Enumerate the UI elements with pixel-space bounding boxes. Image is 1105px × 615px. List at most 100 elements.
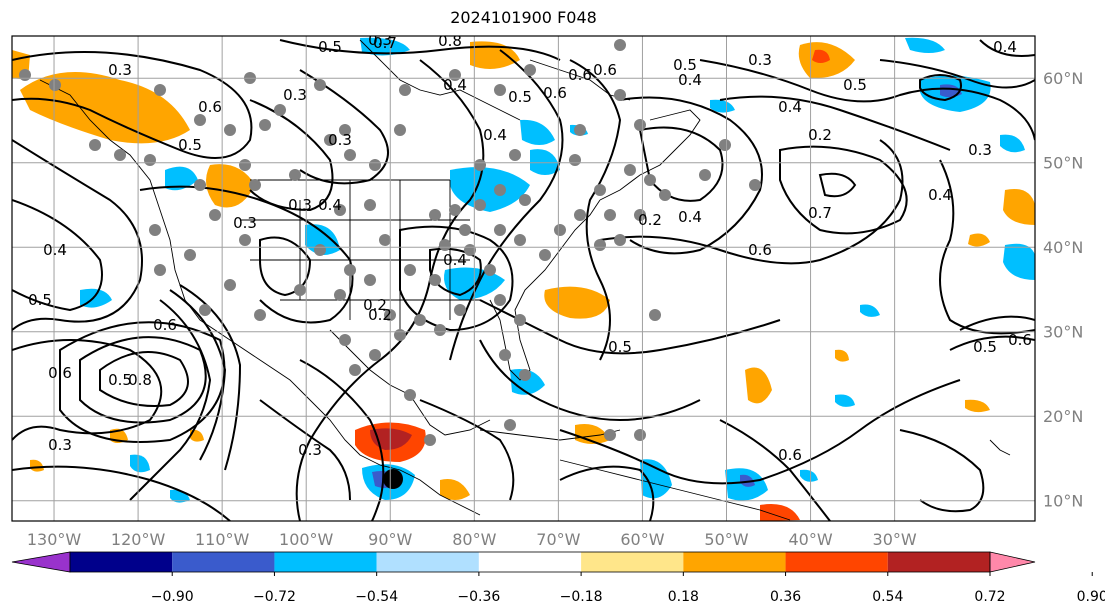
station-dot (224, 279, 236, 291)
station-dot (154, 264, 166, 276)
station-dot (394, 124, 406, 136)
station-dot (504, 419, 516, 431)
station-markers (19, 39, 761, 446)
shade-patch (190, 429, 204, 442)
station-dot (294, 284, 306, 296)
colorbar-segment (581, 552, 684, 572)
colorbar-segment (683, 552, 786, 572)
map-frame (11, 35, 1036, 522)
station-dot (614, 39, 626, 51)
station-dot (334, 289, 346, 301)
contour-line (619, 96, 763, 255)
colorbar (11, 551, 1036, 573)
longitude-tick-label: 60°W (620, 530, 664, 549)
station-dot (364, 274, 376, 286)
latitude-tick-label: 50°N (1043, 154, 1083, 173)
coastline (559, 459, 791, 521)
shade-patch (360, 37, 410, 56)
contour-value-label: 0.6 (568, 66, 592, 84)
longitude-tick-label: 70°W (536, 530, 580, 549)
station-dot (429, 209, 441, 221)
station-dot (149, 224, 161, 236)
contour-line (169, 289, 227, 461)
station-dot (594, 184, 606, 196)
contour-line (12, 339, 163, 441)
contour-line (818, 172, 857, 198)
shade-patch (440, 479, 470, 500)
contour-value-label: 0.5 (178, 136, 202, 154)
station-dot (574, 124, 586, 136)
station-dot (634, 209, 646, 221)
contour-line (559, 465, 655, 521)
coastline (329, 329, 491, 436)
contour-value-label: 0.6 (748, 241, 772, 259)
station-dot (379, 234, 391, 246)
station-dot (239, 234, 251, 246)
station-dot (344, 264, 356, 276)
colorbar-tick-label: −0.72 (253, 589, 296, 605)
shade-patch (544, 286, 610, 319)
colorbar-extend-high (989, 551, 1036, 573)
station-dot (514, 314, 526, 326)
colorbar-tick-label: −0.54 (355, 589, 398, 605)
station-dot (254, 309, 266, 321)
station-dot (519, 369, 531, 381)
contour-line (99, 351, 189, 407)
shade-patch (1000, 134, 1025, 153)
station-dot (154, 84, 166, 96)
shade-patch (206, 164, 255, 208)
station-dot (514, 234, 526, 246)
shade-patch (800, 469, 818, 482)
station-dot (634, 429, 646, 441)
colorbar-tick-label: −0.90 (151, 589, 194, 605)
gridlines (12, 36, 1035, 521)
station-dot (369, 159, 381, 171)
contour-value-label: 0.5 (108, 371, 132, 389)
shade-patch (1003, 189, 1035, 225)
contour-line (779, 145, 908, 235)
station-dot (144, 154, 156, 166)
contour-line (939, 159, 1035, 335)
station-dot (474, 199, 486, 211)
contour-value-label: 0.2 (368, 306, 392, 324)
contour-value-label: 0.3 (48, 436, 72, 454)
contour-value-label: 0.3 (368, 31, 392, 49)
station-dot (49, 79, 61, 91)
station-dot (554, 224, 566, 236)
station-dot (614, 234, 626, 246)
station-dot (289, 169, 301, 181)
contour-line (949, 335, 1035, 351)
station-dot (449, 204, 461, 216)
colorbar-tick-label: −0.18 (560, 589, 603, 605)
contour-value-label: 0.4 (993, 38, 1017, 56)
longitude-labels: 130°W 120°W 110°W 100°W 90°W 80°W 70°W 60°W 50°W… (27, 530, 917, 549)
contour-value-label: 0.4 (483, 126, 507, 144)
coastline (240, 179, 480, 330)
station-dot (399, 84, 411, 96)
contour-value-label: 0.3 (968, 141, 992, 159)
station-dot (424, 434, 436, 446)
colorbar-segment (887, 552, 990, 572)
colorbar-tick-label: 0.90 (1077, 589, 1105, 605)
station-dot (569, 154, 581, 166)
station-dot (324, 134, 336, 146)
shade-patch (20, 72, 190, 144)
station-dot (239, 159, 251, 171)
shade-patch (905, 37, 945, 53)
contour-value-label: 0.4 (678, 71, 702, 89)
contour-line (569, 59, 622, 361)
contour-value-label: 0.4 (443, 76, 467, 94)
station-dot (259, 119, 271, 131)
contour-value-label: 0.5 (28, 291, 52, 309)
station-dot (574, 209, 586, 221)
longitude-tick-label: 30°W (873, 530, 917, 549)
contour-value-label: 0.4 (443, 251, 467, 269)
contour-line (59, 321, 226, 443)
station-dot (19, 69, 31, 81)
station-dot (429, 274, 441, 286)
contour-value-label: 0.8 (128, 371, 152, 389)
contour-line (919, 74, 962, 102)
colorbar-segment (274, 552, 377, 572)
shade-patch (30, 459, 44, 472)
coastline (599, 109, 701, 201)
